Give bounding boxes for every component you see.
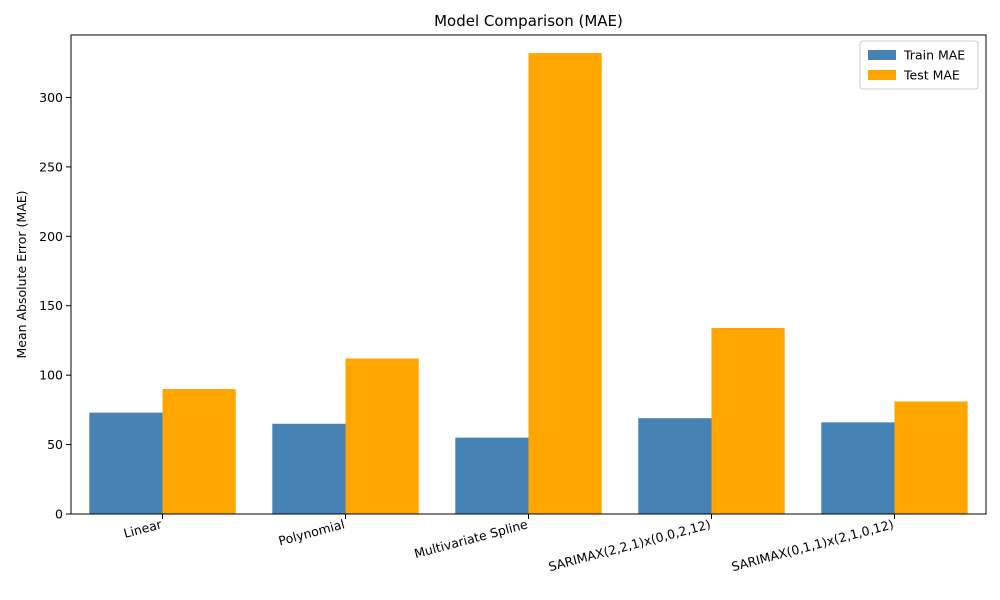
y-tick-label: 200 <box>39 229 63 244</box>
y-tick-label: 0 <box>55 507 63 522</box>
bar-test-4 <box>894 401 968 514</box>
bar-test-1 <box>345 358 419 514</box>
bar-test-3 <box>711 327 785 514</box>
y-tick-label: 250 <box>39 159 63 174</box>
x-tick-label: SARIMAX(2,2,1)x(0,0,2,12) <box>547 516 713 574</box>
x-axis: Linear Polynomial Multivariate Spline SARIM… <box>122 514 895 574</box>
legend: Train MAE Test MAE <box>859 40 979 90</box>
x-tick-label: Multivariate Spline <box>412 516 529 561</box>
bar-train-3 <box>638 418 712 514</box>
legend-label: Test MAE <box>903 68 960 83</box>
x-tick-label: SARIMAX(0,1,1)x(2,1,0,12) <box>730 516 896 574</box>
y-tick-label: 300 <box>39 90 63 105</box>
y-tick-label: 100 <box>39 368 63 383</box>
bar-train-4 <box>821 422 895 514</box>
y-tick-label: 50 <box>47 437 63 452</box>
bar-train-0 <box>89 412 163 514</box>
bar-train-1 <box>272 423 346 514</box>
bar-train-2 <box>455 437 529 514</box>
x-tick-label: Polynomial <box>277 516 347 548</box>
legend-swatch <box>868 70 896 80</box>
y-axis: 0 50 100 150 200 250 300 <box>39 90 71 522</box>
bars-layer <box>89 53 968 514</box>
bar-test-2 <box>528 53 602 514</box>
bar-test-0 <box>162 389 236 514</box>
y-tick-label: 150 <box>39 298 63 313</box>
chart-title: Model Comparison (MAE) <box>434 12 623 30</box>
legend-label: Train MAE <box>903 48 965 63</box>
y-axis-title: Mean Absolute Error (MAE) <box>14 190 29 358</box>
x-tick-label: Linear <box>122 516 164 541</box>
legend-swatch <box>868 50 896 60</box>
